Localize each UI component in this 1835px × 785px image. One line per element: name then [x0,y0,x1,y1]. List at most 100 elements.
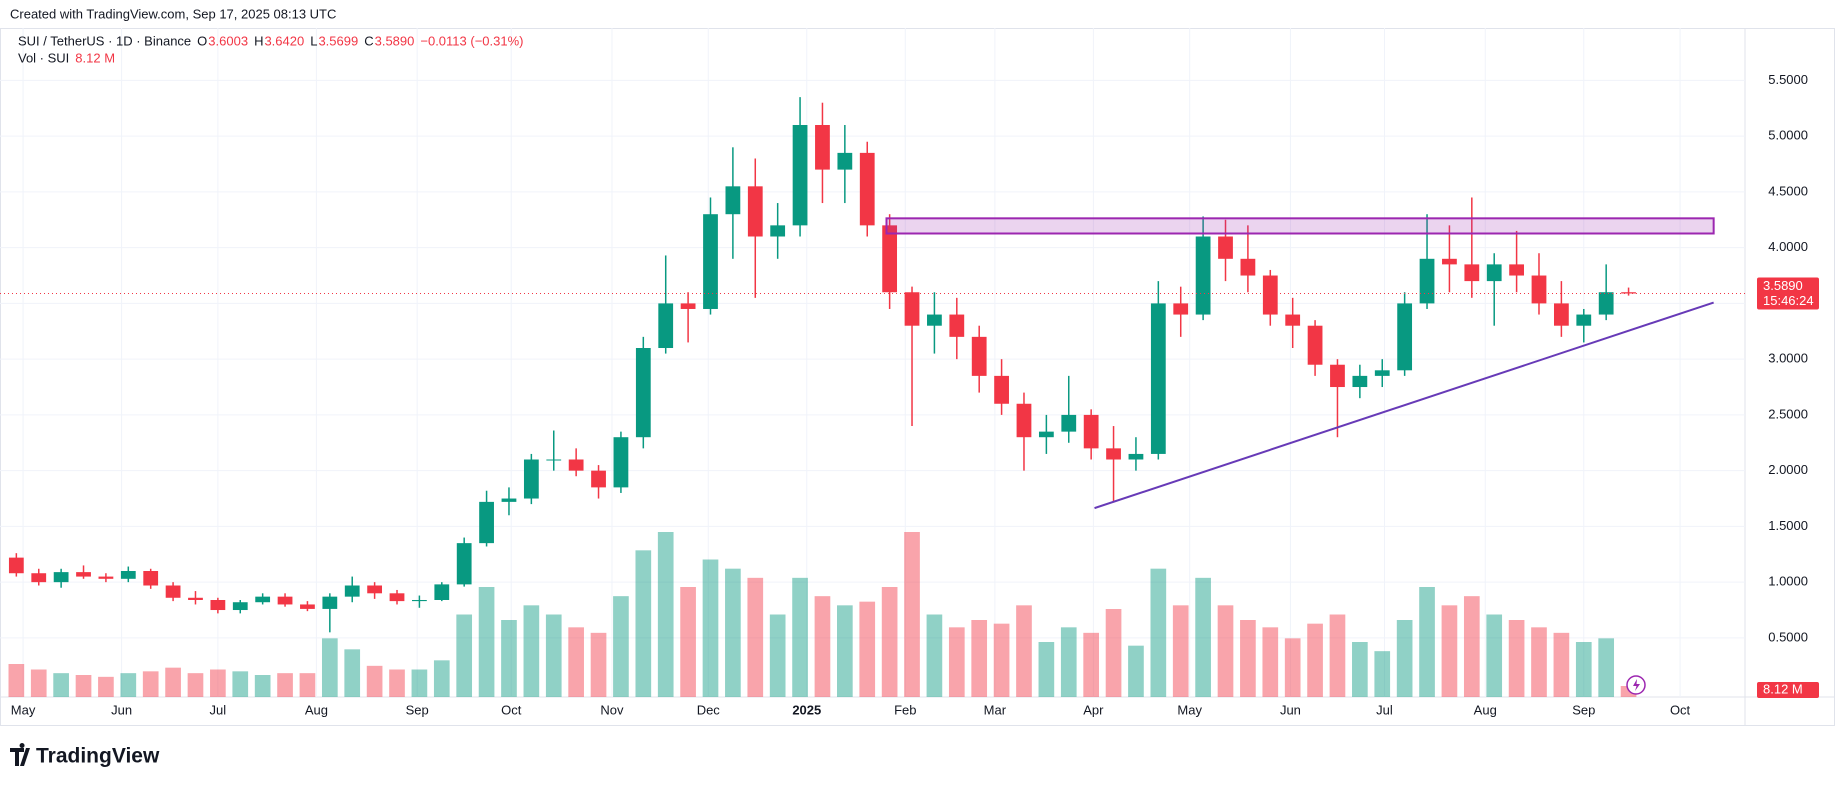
volume-bar [120,673,137,697]
volume-bar [232,671,249,697]
volume-bar [1598,638,1615,697]
volume-bar [1016,605,1032,697]
x-tick-label: Jun [111,702,132,717]
candle-body [412,599,427,602]
volume-bar [523,605,540,697]
candle-body [971,336,987,376]
volume-bar [971,620,988,697]
volume-bar [344,649,361,697]
volume-bar [321,638,338,697]
alert-icon-bolt [1633,679,1640,691]
volume-bar [210,669,226,697]
volume-bar [1105,609,1122,697]
candle-body [1576,314,1592,326]
candle-body [120,571,136,579]
volume-bar [1575,642,1592,697]
x-tick-label: Sep [406,702,429,717]
volume-bar [30,669,47,697]
candle-body [949,314,965,337]
candle-body [747,186,763,237]
legend-value: 3.6003 [208,33,248,48]
candle-body [635,348,651,438]
candle-body [1531,275,1547,304]
logo-mark [10,743,30,766]
x-tick-label: Dec [697,702,721,717]
volume-bar [680,587,696,697]
brand-name: TradingView [36,745,160,768]
volume-bar [859,601,876,697]
candle-body [927,314,942,326]
candle-body [501,498,517,502]
x-tick-label: Sep [1572,702,1595,717]
created-note: Created with TradingView.com, Sep 17, 20… [10,6,336,21]
volume-bar [993,623,1010,697]
volume-bar [837,605,853,697]
candle-body [1464,264,1480,282]
candle-body [591,470,606,488]
volume-badge [1757,682,1819,698]
candle-body [1553,303,1569,326]
drawings [0,217,1745,510]
candle-body [76,572,91,577]
legend-key: C [364,33,373,48]
volume-bar [1172,605,1189,697]
volume-bar [1329,614,1346,697]
x-tick-label: 2025 [792,702,821,717]
legend-key: O [197,33,207,48]
candle-body [8,557,24,574]
candle-body [1419,258,1435,304]
candle-body [770,225,786,237]
candle-body [1106,448,1121,460]
candle-body [98,576,114,579]
volume-bar [456,614,473,697]
x-tick-label: May [1177,702,1202,717]
x-tick-label: Oct [1670,702,1691,717]
volume-bar [635,550,652,697]
volume-bar [1620,686,1637,697]
volume-bar [1083,632,1099,697]
candle-body [546,459,562,461]
candle-body [165,585,181,598]
countdown-label: 15:46:24 [1763,293,1814,308]
candle-body [367,585,383,594]
candle-body [344,585,360,597]
volume-bar [1262,627,1279,697]
legend-value: 3.5699 [318,33,358,48]
legend-value: 3.5890 [375,33,415,48]
candle-body [1061,414,1077,432]
candle-body [1352,375,1368,388]
candle-body [1621,292,1636,294]
volume-bar [725,568,741,697]
candle-body [837,152,853,170]
y-tick-label: 2.0000 [1768,462,1808,477]
candles [8,97,1636,633]
y-tick-label: 5.0000 [1768,128,1808,143]
volume-bar [1195,577,1211,697]
candle-body [523,459,539,499]
last-price-badge [1757,277,1819,310]
volume-bar [53,673,69,697]
y-tick-label: 3.0000 [1768,351,1808,366]
candle-body [53,572,69,583]
candle-body [1128,453,1144,460]
candle-body [1262,275,1278,315]
volume-bar [747,577,764,697]
candle-body [1442,258,1457,265]
volume-bar [142,671,159,697]
candle-body [703,214,718,309]
volume-bar [366,665,383,697]
volume-bar [411,669,428,697]
volume-bar [814,596,831,697]
volume-bar [1441,605,1458,697]
volume-bar [1038,642,1055,697]
x-tick-label: Jul [210,702,227,717]
volume-bar [1396,620,1413,697]
candle-body [1016,403,1032,438]
candle-body [1374,370,1390,376]
candle-body [1083,414,1099,449]
candle-body [859,152,875,226]
volume-bar [1531,627,1547,697]
volume-bar [1352,642,1368,697]
volume-bar [1553,632,1570,697]
